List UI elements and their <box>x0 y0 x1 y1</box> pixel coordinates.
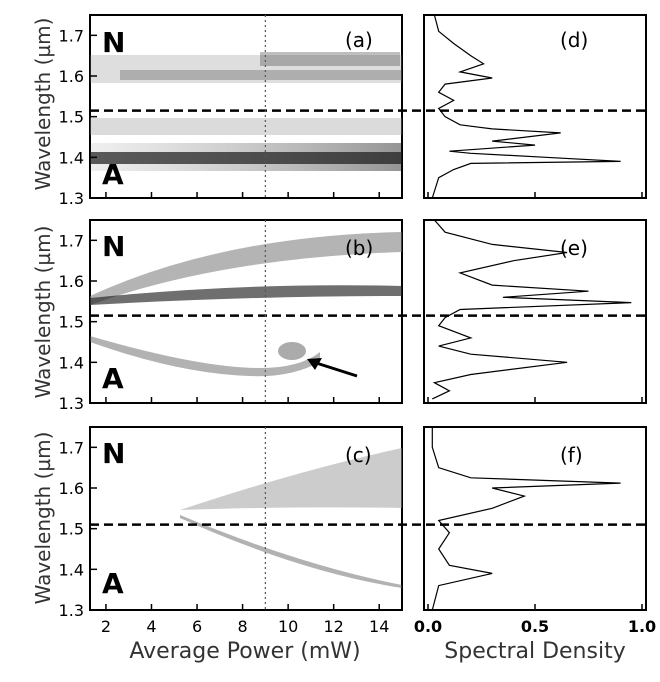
y-tick-label: 1.4 <box>59 560 84 579</box>
heatmap-panel-a <box>89 14 403 199</box>
region-label-n: N <box>102 230 125 263</box>
spectrum-line <box>431 14 621 199</box>
spectrum-line <box>432 219 632 400</box>
panel-label-c: (c) <box>345 443 372 467</box>
x-tick-label: 4 <box>146 617 156 636</box>
line-panel-f <box>423 426 647 611</box>
panel-label-d: (d) <box>560 28 588 52</box>
density-tick-label: 0.5 <box>521 617 549 636</box>
region-label-n: N <box>102 26 125 59</box>
y-tick-label: 1.6 <box>59 67 84 86</box>
y-tick-label: 1.5 <box>59 313 84 332</box>
heatmap-panel-c <box>89 426 403 611</box>
x-tick-label: 2 <box>101 617 111 636</box>
panel-label-f: (f) <box>560 443 583 467</box>
x-tick-label: 8 <box>237 617 247 636</box>
y-tick-label: 1.7 <box>59 438 84 457</box>
x-tick-label: 6 <box>192 617 202 636</box>
annotation-arrow-head <box>307 358 322 370</box>
spectrum-line <box>431 427 621 611</box>
y-tick-label: 1.3 <box>59 189 84 208</box>
region-label-a: A <box>102 567 124 600</box>
x-tick-label: 12 <box>323 617 343 636</box>
line-panel-d <box>423 14 647 199</box>
x-axis-label: Average Power (mW) <box>129 639 360 664</box>
line-panel-e <box>423 219 647 404</box>
y-tick-label: 1.7 <box>59 26 84 45</box>
panel-label-b: (b) <box>345 236 373 260</box>
x-tick-label: 10 <box>278 617 298 636</box>
density-tick-label: 0.0 <box>414 617 442 636</box>
x-tick-label: 14 <box>369 617 389 636</box>
y-axis-label: Wavelength (µm) <box>31 18 55 191</box>
region-label-a: A <box>102 362 124 395</box>
density-tick-label: 1.0 <box>628 617 656 636</box>
y-tick-label: 1.5 <box>59 108 84 127</box>
y-tick-label: 1.6 <box>59 272 84 291</box>
y-tick-label: 1.7 <box>59 231 84 250</box>
y-axis-label: Wavelength (µm) <box>31 432 55 605</box>
y-tick-label: 1.6 <box>59 479 84 498</box>
y-tick-label: 1.3 <box>59 394 84 413</box>
y-tick-label: 1.4 <box>59 353 84 372</box>
region-label-n: N <box>102 437 125 470</box>
panel-label-e: (e) <box>560 236 588 260</box>
region-label-a: A <box>102 158 124 191</box>
panel-label-a: (a) <box>345 28 373 52</box>
heatmap-panel-b <box>89 219 403 404</box>
y-tick-label: 1.3 <box>59 601 84 620</box>
y-tick-label: 1.4 <box>59 148 84 167</box>
y-axis-label: Wavelength (µm) <box>31 226 55 399</box>
y-tick-label: 1.5 <box>59 520 84 539</box>
spectral-axis-label: Spectral Density <box>444 639 625 664</box>
